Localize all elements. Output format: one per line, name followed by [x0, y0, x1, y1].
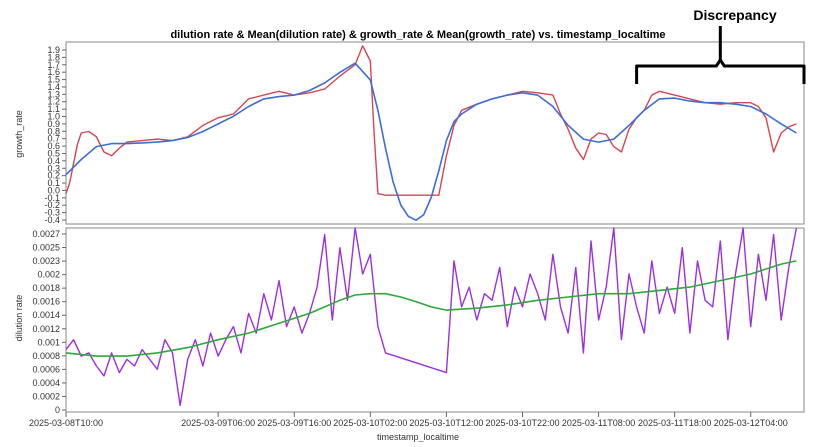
y-tick-label: 1.4: [47, 82, 60, 92]
y-axis-title-dilution: dilution rate: [14, 295, 24, 342]
y-tick-label: 1.3: [47, 89, 60, 99]
x-tick-label: 2025-03-08T10:00: [29, 418, 103, 428]
y-tick-label: 0.1: [47, 178, 60, 188]
y-tick-label: 0.0014: [32, 310, 60, 320]
x-tick-label: 2025-03-12T04:00: [714, 418, 788, 428]
growth-mean-series-line: [65, 62, 797, 221]
y-tick-label: 0.0002: [32, 391, 60, 401]
y-tick-label: 0.2: [47, 171, 60, 181]
y-tick-label: 0.0004: [32, 378, 60, 388]
x-tick-label: 2025-03-09T06:00: [181, 418, 255, 428]
annotation-label: Discrepancy: [693, 7, 776, 23]
y-tick-label: 0.3: [47, 163, 60, 173]
x-tick-label: 2025-03-10T12:00: [409, 418, 483, 428]
x-tick-label: 2025-03-09T16:00: [257, 418, 331, 428]
y-tick-label: 0: [55, 405, 60, 415]
y-tick-label: 0.8: [47, 126, 60, 136]
dilution-raw-series-line: [65, 227, 798, 407]
y-tick-label: 0.6: [47, 141, 60, 151]
y-tick-label: -0.2: [44, 200, 60, 210]
x-tick-label: 2025-03-11T18:00: [638, 418, 711, 428]
growth-raw-series-line: [65, 45, 797, 196]
y-tick-label: 0.0016: [32, 297, 60, 307]
plot-frame-0: [65, 41, 805, 225]
y-tick-label: 0.9: [47, 119, 60, 129]
y-axis-title-growth: growth_rate: [14, 110, 24, 158]
y-tick-label: 0.0018: [32, 283, 60, 293]
y-tick-label: -0.4: [44, 215, 60, 225]
y-tick-label: 1.9: [47, 45, 60, 55]
y-tick-label: -0.1: [44, 193, 60, 203]
y-tick-label: 0.0023: [32, 256, 60, 266]
y-tick-label: 0.002: [37, 270, 60, 280]
chart-title: dilution rate & Mean(dilution rate) & gr…: [170, 29, 665, 41]
dilution-mean-series-line: [65, 260, 797, 357]
y-tick-label: 0.5: [47, 148, 60, 158]
x-tick-label: 2025-03-10T02:00: [333, 418, 407, 428]
y-tick-label: 1.1: [47, 104, 60, 114]
y-tick-label: 0.0008: [32, 351, 60, 361]
y-tick-label: 1.6: [47, 67, 60, 77]
y-tick-label: 1.5: [47, 75, 60, 85]
plot-frame-1: [65, 227, 805, 413]
y-tick-label: 1.2: [47, 97, 60, 107]
y-tick-label: 0.0006: [32, 364, 60, 374]
y-tick-label: 0.7: [47, 134, 60, 144]
y-tick-label: 0.0012: [32, 324, 60, 334]
y-tick-label: 1.0: [47, 112, 60, 122]
y-tick-label: 1.8: [47, 52, 60, 62]
y-tick-label: 0.001: [37, 337, 60, 347]
y-tick-label: -0.3: [44, 208, 60, 218]
x-tick-label: 2025-03-10T22:00: [485, 418, 559, 428]
y-tick-label: 0.0025: [32, 243, 60, 253]
y-tick-label: 0.0: [47, 185, 60, 195]
y-tick-label: 0.4: [47, 156, 60, 166]
y-tick-label: 1.7: [47, 60, 60, 70]
y-tick-label: 0.0027: [32, 229, 60, 239]
x-tick-label: 2025-03-11T08:00: [562, 418, 635, 428]
x-axis-title: timestamp_localtime: [377, 432, 459, 442]
